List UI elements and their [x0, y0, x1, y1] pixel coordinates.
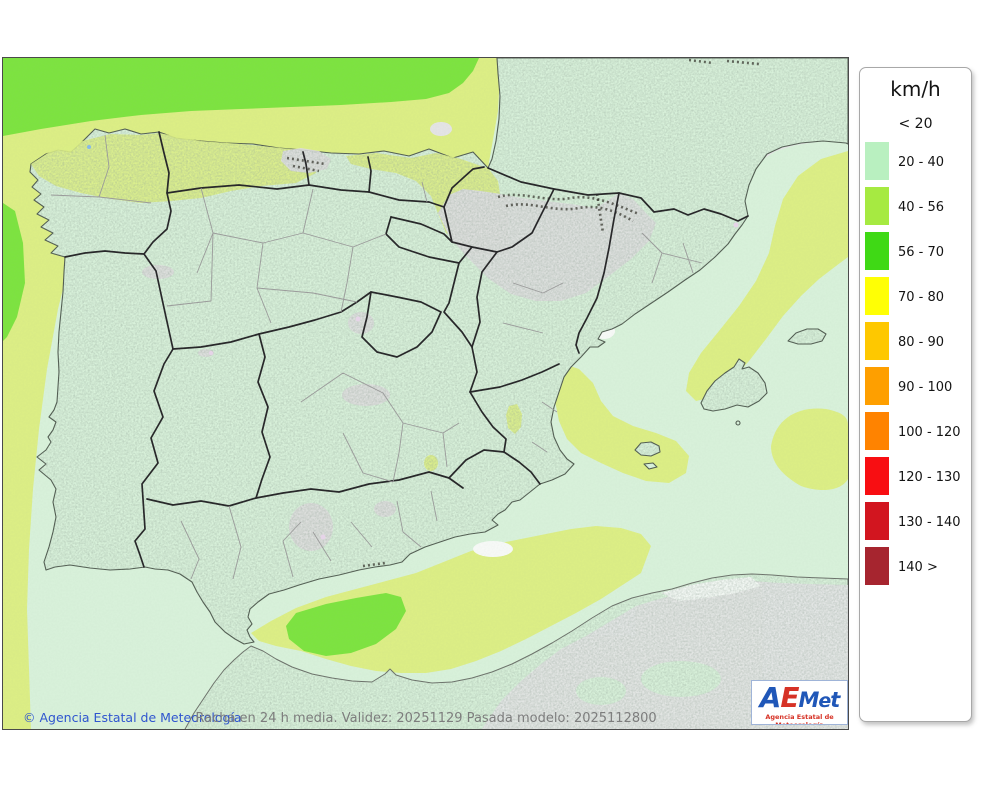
logo-letter: e: [818, 690, 831, 712]
legend-swatch: [865, 277, 889, 315]
portugal-border: [64, 250, 174, 568]
legend-item: 120 - 130: [860, 455, 971, 500]
legend-swatch: [865, 142, 889, 180]
map-frame: © Agencia Estatal de Meteorología Racha …: [2, 57, 849, 730]
map-noise: [3, 58, 848, 729]
legend-label: 20 - 40: [898, 155, 945, 170]
legend-label: 130 - 140: [898, 515, 961, 530]
legend-rows: 20 - 40 40 - 56 56 - 70 70 - 80 80 - 90 90 - …: [860, 140, 971, 590]
legend-item: 140 >: [860, 545, 971, 590]
aemet-logo: AEMet Agencia Estatal de Meteorología: [751, 680, 848, 725]
legend-item: 56 - 70: [860, 230, 971, 275]
legend-item: 70 - 80: [860, 275, 971, 320]
spain-wind-map: [3, 58, 848, 729]
legend-label: 140 >: [898, 560, 938, 575]
mountain-hatching: [286, 58, 760, 568]
aemet-logo-word: AEMet: [752, 681, 847, 714]
legend-label: 80 - 90: [898, 335, 945, 350]
legend-label: 120 - 130: [898, 470, 961, 485]
legend-swatch: [865, 232, 889, 270]
logo-letter: t: [830, 688, 840, 712]
legend-label: 100 - 120: [898, 425, 961, 440]
logo-letter: A: [759, 681, 782, 714]
copyright-text: © Agencia Estatal de Meteorología: [23, 710, 242, 725]
legend-item: 100 - 120: [860, 410, 971, 455]
legend-swatch: [865, 187, 889, 225]
logo-letter: E: [780, 681, 799, 714]
legend-item: 130 - 140: [860, 500, 971, 545]
logo-letter: M: [798, 688, 819, 712]
region-borders: [64, 131, 749, 568]
legend-label: 40 - 56: [898, 200, 945, 215]
aemet-logo-subtitle: Agencia Estatal de Meteorología: [765, 713, 834, 725]
legend-item: 20 - 40: [860, 140, 971, 185]
map-details: [87, 145, 739, 540]
legend-swatch: [865, 412, 889, 450]
reservoir-dot: [87, 145, 91, 149]
legend-title: km/h: [890, 77, 941, 101]
legend-label: 90 - 100: [898, 380, 953, 395]
legend-swatch: [865, 502, 889, 540]
legend-label: 70 - 80: [898, 290, 945, 305]
legend-item: 80 - 90: [860, 320, 971, 365]
legend-item: 40 - 56: [860, 185, 971, 230]
legend-first-label: < 20: [898, 116, 933, 132]
province-borders: [50, 134, 703, 580]
legend-swatch: [865, 547, 889, 585]
legend-swatch: [865, 322, 889, 360]
legend-label: 56 - 70: [898, 245, 945, 260]
legend-item: 90 - 100: [860, 365, 971, 410]
legend-swatch: [865, 457, 889, 495]
legend-swatch: [865, 367, 889, 405]
caption-text: Racha en 24 h media. Validez: 20251129 P…: [195, 711, 657, 726]
legend-panel: km/h < 20 20 - 40 40 - 56 56 - 70 70 - 80 80…: [859, 67, 972, 722]
